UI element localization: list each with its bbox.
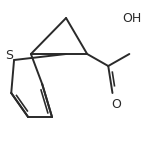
- Text: S: S: [5, 49, 13, 62]
- Text: OH: OH: [122, 12, 141, 24]
- Text: O: O: [111, 99, 121, 111]
